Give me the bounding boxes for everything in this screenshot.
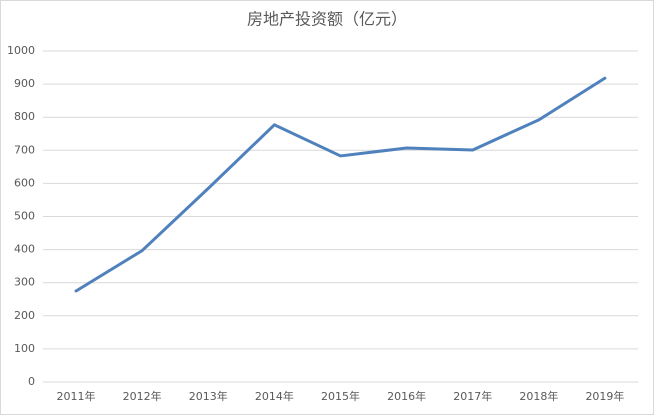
- y-tick-label: 500: [14, 210, 35, 223]
- y-tick-label: 300: [14, 276, 35, 289]
- x-tick-label: 2014年: [255, 389, 294, 403]
- x-tick-label: 2017年: [453, 389, 492, 403]
- y-tick-label: 0: [28, 375, 35, 388]
- y-tick-label: 800: [14, 110, 35, 123]
- line-series: [74, 76, 607, 293]
- x-tick-label: 2019年: [585, 389, 624, 403]
- x-tick-label: 2016年: [387, 389, 426, 403]
- x-tick-label: 2015年: [321, 389, 360, 403]
- x-tick-label: 2018年: [519, 389, 558, 403]
- y-tick-label: 100: [14, 342, 35, 355]
- chart-title: 房地产投资额（亿元）: [247, 10, 407, 29]
- y-tick-label: 200: [14, 309, 35, 322]
- x-tick-label: 2012年: [123, 389, 162, 403]
- x-tick-label: 2011年: [57, 389, 96, 403]
- y-tick-label: 900: [14, 77, 35, 90]
- y-tick-label: 700: [14, 143, 35, 156]
- x-tick-label: 2013年: [189, 389, 228, 403]
- y-tick-label: 400: [14, 243, 35, 256]
- y-tick-label: 600: [14, 176, 35, 189]
- y-tick-label: 1000: [7, 44, 35, 57]
